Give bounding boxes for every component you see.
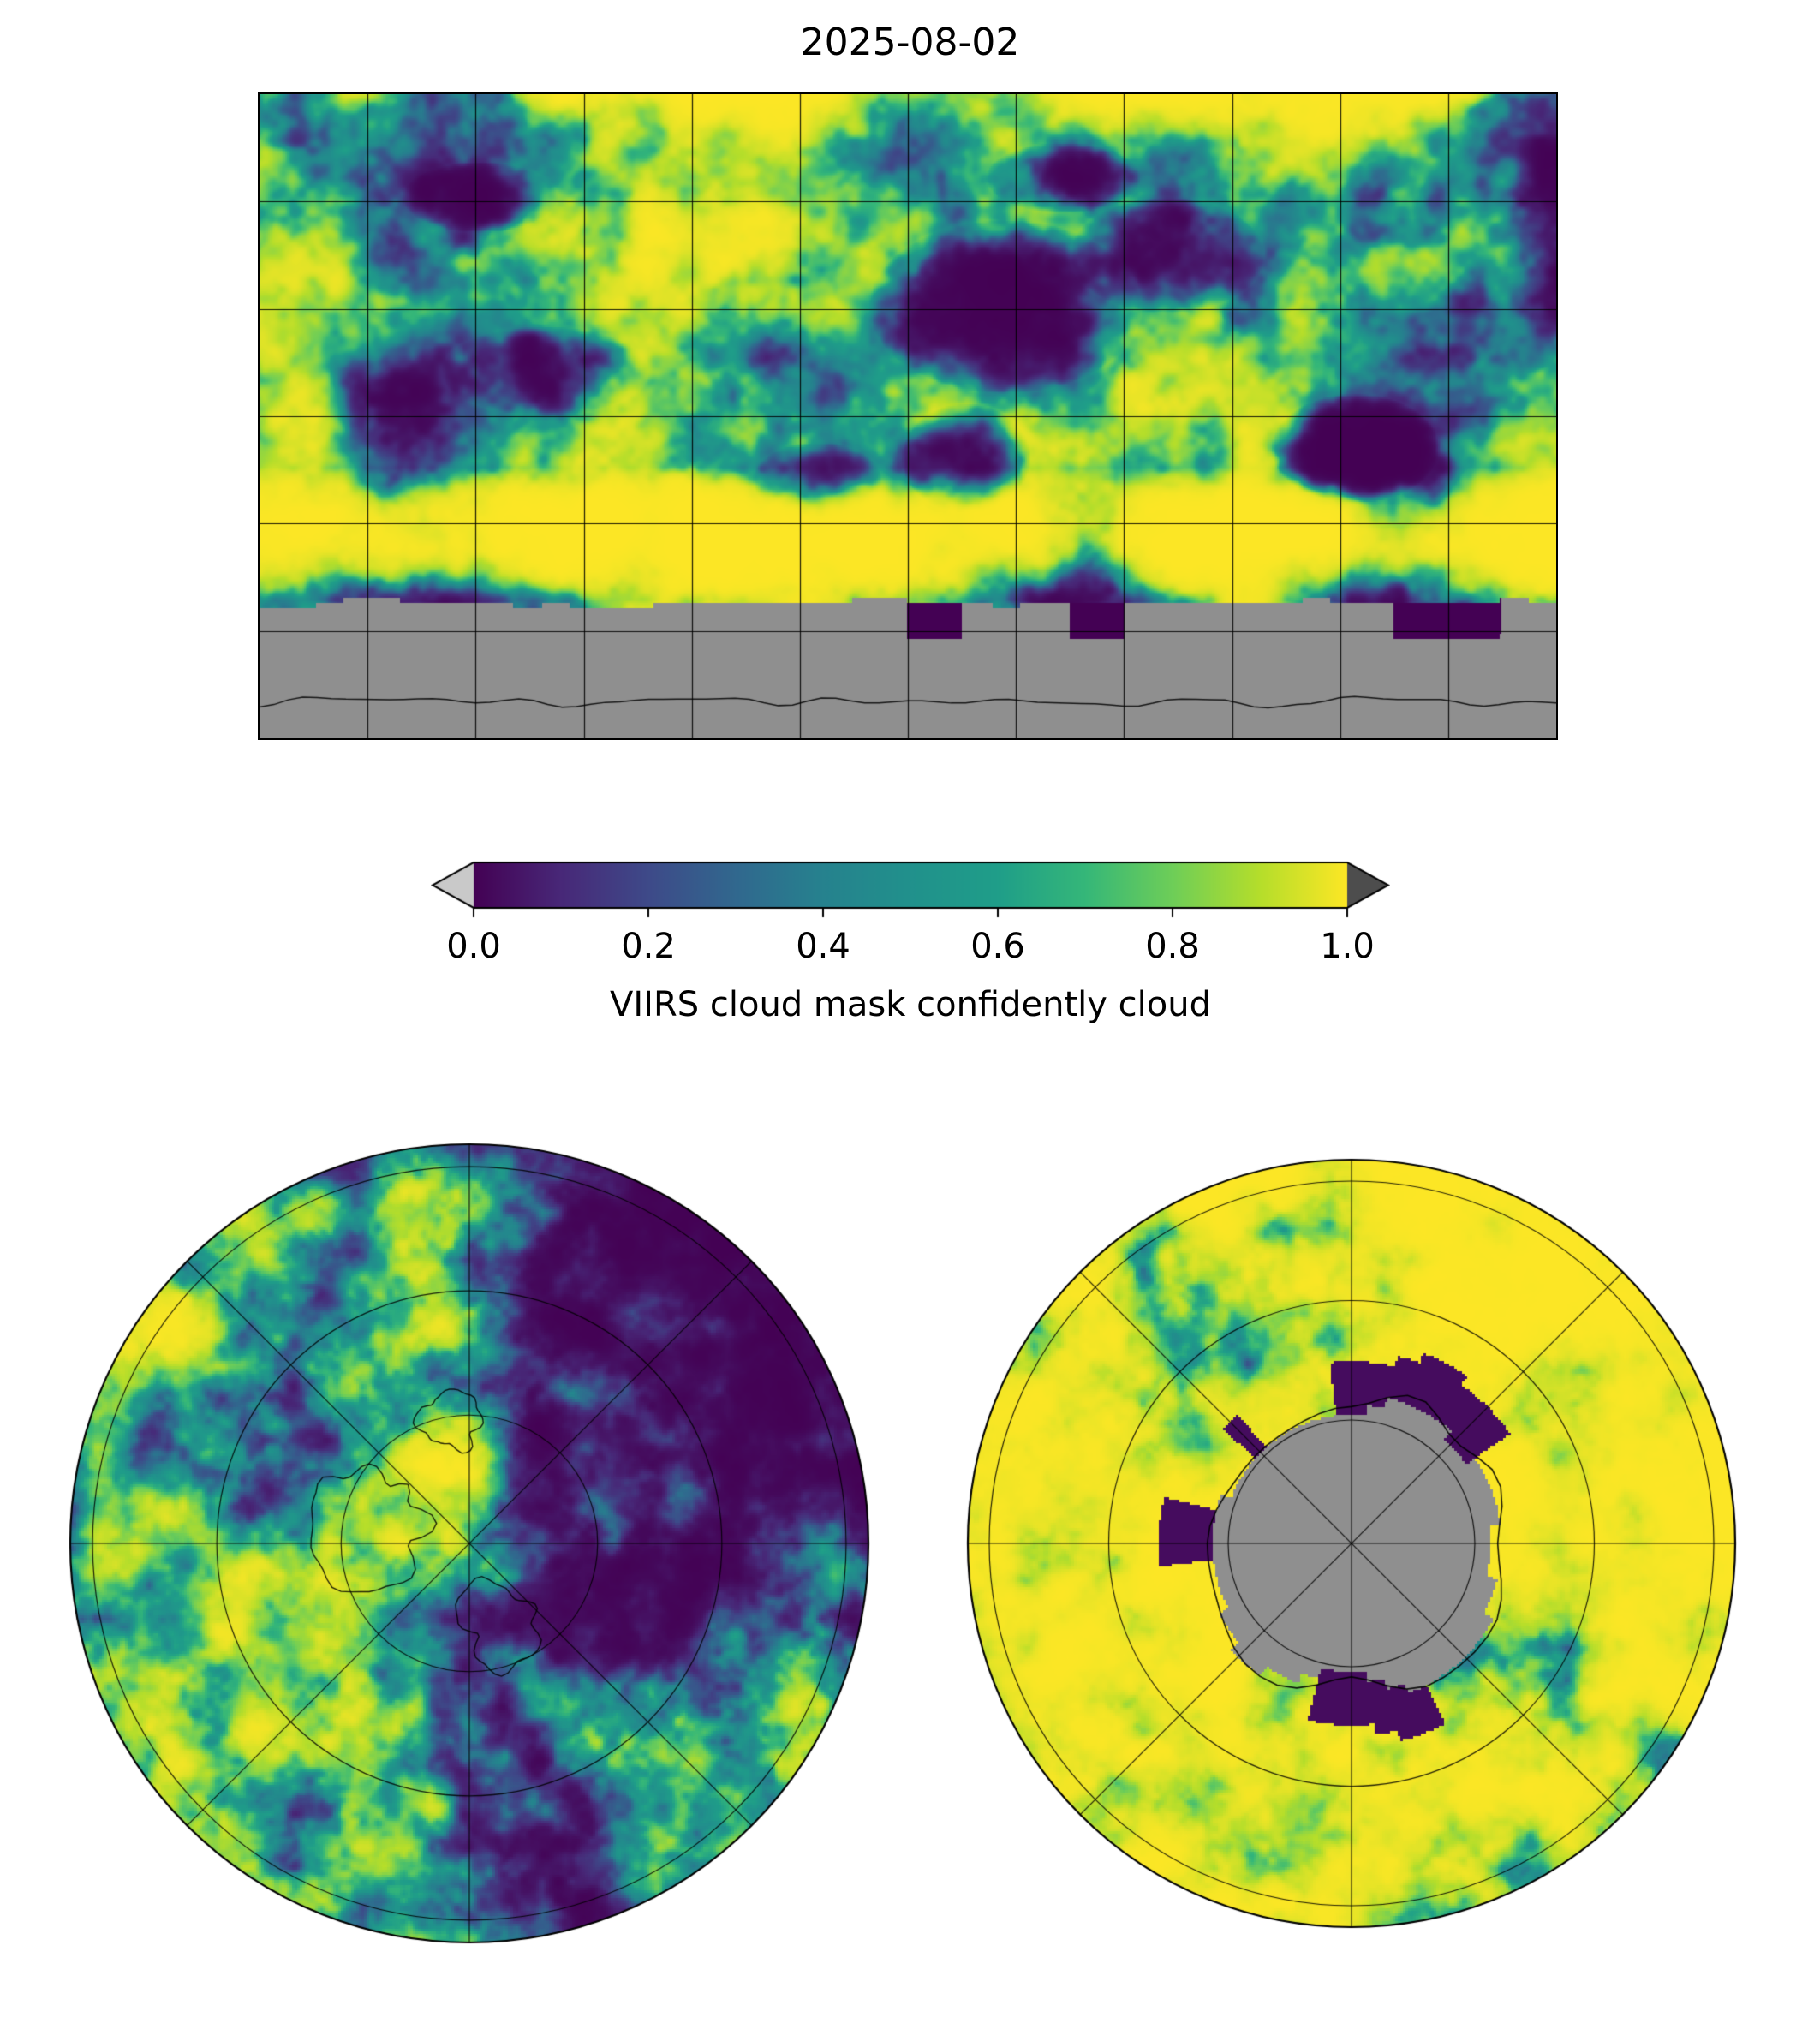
north-polar-map-canvas xyxy=(69,1143,870,1944)
south-polar-map-canvas xyxy=(966,1158,1737,1929)
global-map-canvas xyxy=(258,92,1558,740)
colorbar-label: VIIRS cloud mask confidently cloud xyxy=(610,985,1211,1024)
colorbar-tick-0: 0.0 xyxy=(446,927,501,966)
colorbar-canvas xyxy=(431,860,1390,920)
colorbar-tick-3: 0.6 xyxy=(970,927,1025,966)
colorbar-tick-5: 1.0 xyxy=(1320,927,1375,966)
colorbar-tick-2: 0.4 xyxy=(796,927,850,966)
colorbar-ticks: 0.0 0.2 0.4 0.6 0.8 1.0 xyxy=(431,927,1390,968)
colorbar-tick-4: 0.8 xyxy=(1145,927,1200,966)
colorbar-tick-1: 0.2 xyxy=(621,927,676,966)
figure-title: 2025-08-02 xyxy=(800,21,1020,64)
